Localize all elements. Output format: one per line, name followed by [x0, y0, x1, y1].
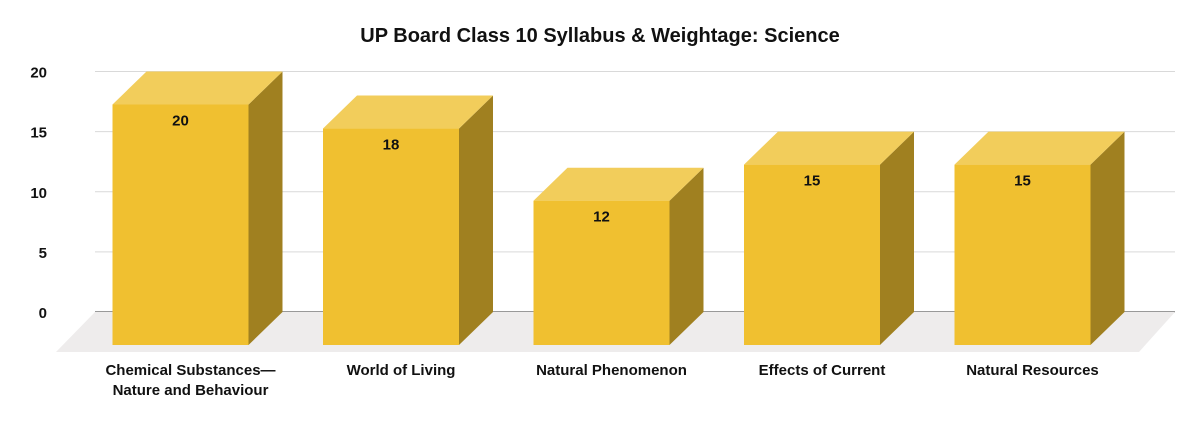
bar: 12	[533, 167, 704, 345]
bar-top	[533, 167, 704, 201]
y-axis-ticks: 0 5 10 15 20	[30, 65, 47, 323]
x-tick-label: Natural Resources	[966, 362, 1099, 379]
bar-side	[1090, 131, 1125, 345]
bar-top	[954, 131, 1125, 165]
bar-front	[744, 164, 880, 345]
bar-side	[459, 95, 493, 345]
bar-front	[954, 164, 1091, 345]
data-label: 20	[172, 113, 189, 130]
data-label: 15	[1014, 173, 1031, 190]
bar-front	[323, 128, 459, 345]
bar-side	[880, 131, 914, 345]
x-tick-label: Effects of Current	[759, 362, 886, 379]
data-label: 12	[593, 209, 610, 226]
bar-side	[248, 71, 283, 345]
bar-top	[323, 95, 493, 129]
x-tick-label: Chemical Substances—	[105, 362, 275, 379]
x-axis-labels: Chemical Substances— Nature and Behaviour…	[105, 362, 1098, 399]
y-tick-label: 10	[30, 185, 47, 202]
data-label: 15	[804, 173, 821, 190]
bar-front	[112, 104, 249, 345]
y-tick-label: 5	[39, 245, 47, 262]
y-tick-label: 15	[30, 125, 47, 142]
bar: 20	[112, 71, 283, 345]
bar: 15	[744, 131, 914, 345]
bar-side	[669, 167, 704, 345]
x-tick-label: Nature and Behaviour	[113, 382, 269, 399]
bars: 20 18 12 15 15	[112, 71, 1125, 345]
bar: 18	[323, 95, 493, 345]
data-label: 18	[383, 137, 400, 154]
bar-top	[744, 131, 914, 165]
chart-title: UP Board Class 10 Syllabus & Weightage: …	[360, 25, 839, 47]
x-tick-label: World of Living	[347, 362, 456, 379]
y-tick-label: 0	[39, 305, 47, 322]
x-tick-label: Natural Phenomenon	[536, 362, 687, 379]
y-tick-label: 20	[30, 65, 47, 82]
bar-top	[112, 71, 283, 105]
bar: 15	[954, 131, 1125, 345]
bar-front	[533, 200, 670, 345]
